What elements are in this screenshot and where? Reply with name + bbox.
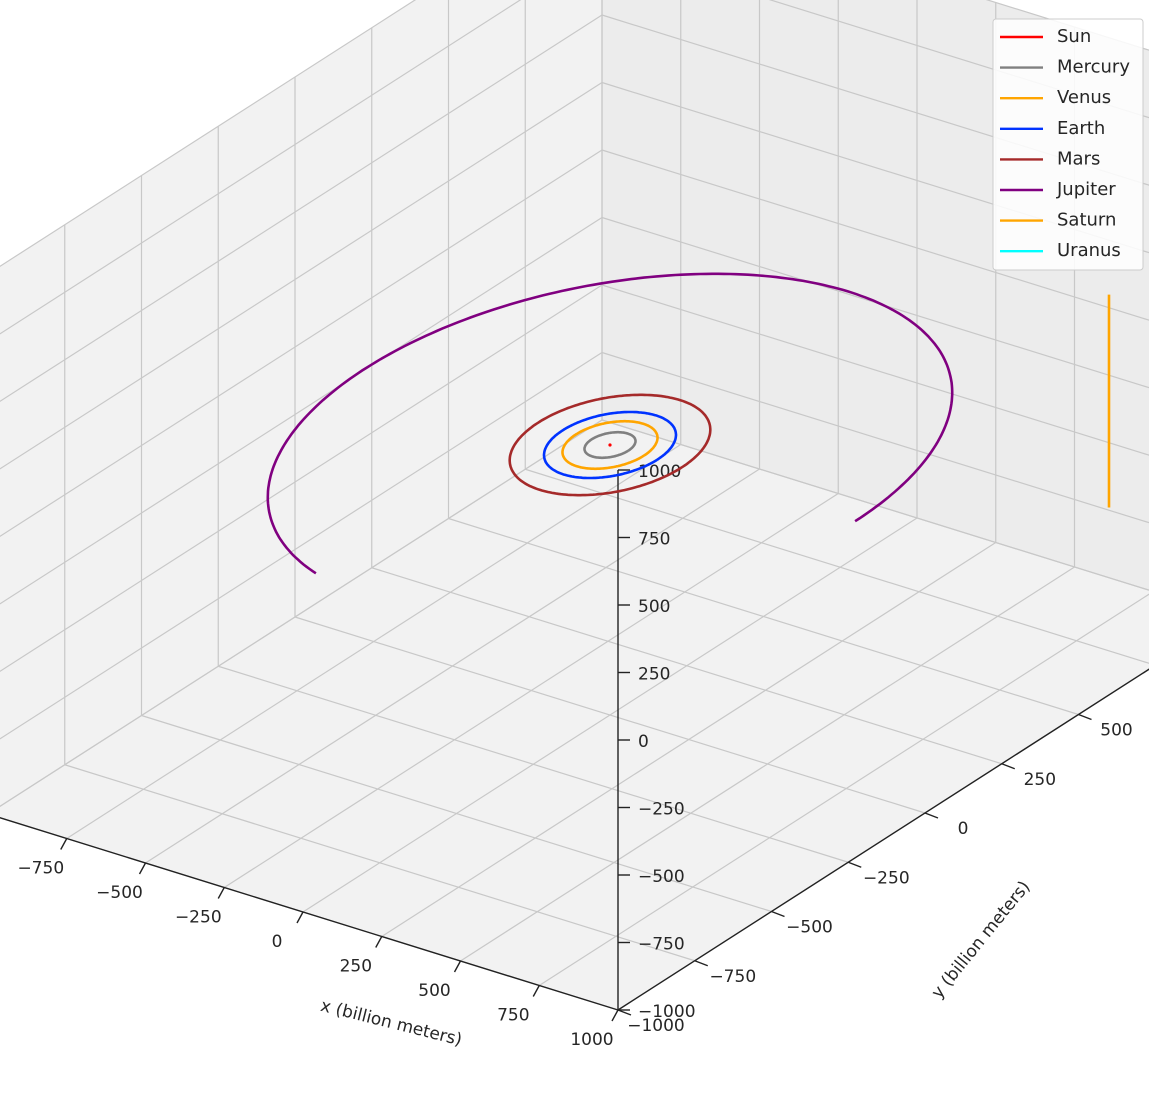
y-tick-label: 500 [1100, 721, 1132, 741]
x-tick-label: 1000 [570, 1030, 613, 1050]
y-tick [617, 1009, 632, 1016]
legend-box [992, 18, 1144, 271]
legend: Sun Mercury Venus Earth Mars Jupiter Saturn Ura… [992, 18, 1144, 271]
y-tick [694, 960, 709, 967]
y-tick [924, 812, 939, 819]
x-tick-label: 250 [340, 957, 372, 977]
x-tick-label: 500 [418, 981, 450, 1001]
floor-grid-y [371, 567, 1002, 765]
x-tick [296, 911, 304, 924]
z-tick-label: 0 [638, 732, 649, 752]
z-tick-label: 750 [638, 530, 670, 550]
left-grid-z [0, 14, 603, 403]
floor-grid-y [601, 419, 1149, 591]
left-grid-z [0, 0, 417, 268]
x-tick-label: −500 [96, 883, 143, 903]
left-pane [0, 0, 602, 807]
y-axis-label: y (billion meters) [928, 877, 1035, 1002]
left-grid-z [0, 81, 603, 470]
x-tick [532, 985, 540, 997]
legend-label-earth: Earth [1057, 118, 1105, 139]
x-tick-label: −750 [17, 859, 64, 879]
axis-panes [0, 0, 1149, 1010]
x-tick-label: 750 [497, 1006, 529, 1026]
z-tick-label: 250 [638, 665, 670, 685]
z-tick-label: 1000 [638, 462, 681, 482]
legend-label-venus: Venus [1057, 87, 1111, 108]
y-tick-label: 250 [1024, 770, 1056, 790]
legend-label-sun: Sun [1057, 26, 1091, 47]
series-sun [608, 443, 612, 447]
orbit-series [266, 272, 1111, 575]
series-jupiter [266, 272, 954, 575]
z-tick-label: 500 [638, 597, 670, 617]
series-mars [508, 393, 712, 497]
y-tick [847, 861, 862, 868]
floor-pane [0, 420, 1149, 1010]
legend-label-uranus: Uranus [1057, 240, 1121, 261]
y-tick-label: −500 [786, 918, 833, 938]
y-tick-label: −250 [863, 868, 910, 888]
x-tick [60, 838, 68, 850]
legend-label-mercury: Mercury [1057, 57, 1130, 78]
left-grid-z [0, 0, 522, 335]
floor-grid-x [381, 541, 997, 938]
x-tick-label: −250 [175, 908, 222, 928]
series-mercury [583, 430, 637, 460]
x-tick-label: 0 [272, 932, 283, 952]
x-tick [217, 887, 225, 899]
x-tick [375, 936, 383, 948]
y-tick-label: −1000 [627, 1016, 685, 1036]
z-tick-label: −1000 [638, 1002, 696, 1022]
floor-grid-y [448, 517, 1079, 716]
back-grid-z [601, 149, 1149, 321]
y-tick [1078, 713, 1092, 721]
series-venus [561, 419, 659, 471]
z-tick-label: −750 [638, 935, 685, 955]
tick-marks [60, 469, 1092, 1022]
legend-label-saturn: Saturn [1057, 210, 1116, 231]
z-tick-label: −250 [638, 800, 685, 820]
y-tick [771, 910, 785, 918]
floor-grid-x [460, 566, 1075, 962]
floor-grid-x [538, 593, 1149, 987]
y-tick-label: −750 [709, 967, 756, 987]
y-tick [1001, 763, 1016, 770]
floor-grid-y [294, 616, 926, 814]
z-tick-label: −500 [638, 867, 685, 887]
floor-grid-y [525, 468, 1149, 664]
left-grid-z [0, 149, 603, 538]
x-tick [611, 1009, 619, 1022]
x-tick [453, 960, 462, 973]
series-earth [542, 410, 678, 480]
tick-labels: −1000−1000−1000−750−750−750−500−500−500−… [17, 462, 1132, 1050]
y-tick-label: 0 [958, 819, 969, 839]
x-tick [138, 862, 147, 875]
legend-label-jupiter: Jupiter [1056, 179, 1116, 200]
x-axis-label: x (billion meters) [318, 996, 464, 1050]
legend-label-mars: Mars [1057, 148, 1100, 169]
